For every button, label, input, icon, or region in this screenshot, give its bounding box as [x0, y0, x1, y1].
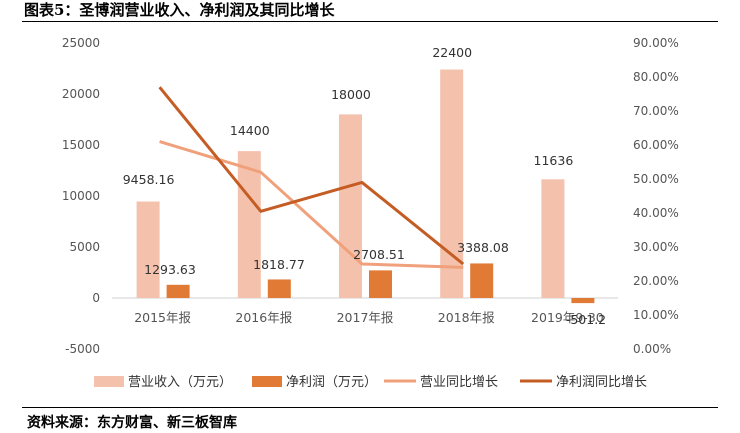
y-left-tick-label: 10000: [62, 189, 100, 203]
y-right-tick-label: 0.00%: [633, 342, 671, 356]
revenue-bar: [136, 201, 160, 298]
y-left-tick-label: 15000: [62, 138, 100, 152]
legend-revenue-label: 营业收入（万元）: [128, 375, 232, 390]
profit-data-label: 2708.51: [353, 247, 405, 262]
y-right-tick-label: 40.00%: [633, 206, 679, 220]
x-tick-label: 2016年报: [235, 310, 292, 325]
profit-bar: [571, 298, 595, 304]
legend-profit-label: 净利润（万元）: [286, 375, 377, 390]
legend-revenue-growth-label: 营业同比增长: [420, 375, 498, 390]
x-tick-label: 2018年报: [438, 310, 495, 325]
y-right-tick-label: 90.00%: [633, 36, 679, 50]
profit-data-label: -501.2: [566, 312, 606, 327]
y-right-tick-label: 80.00%: [633, 70, 679, 84]
profit-bar: [369, 270, 392, 298]
revenue-bar: [339, 114, 362, 299]
legend-profit-swatch: [252, 376, 282, 387]
legend-revenue-swatch: [94, 376, 124, 387]
y-right-tick-label: 60.00%: [633, 138, 679, 152]
title-rule: [22, 21, 718, 22]
chart-canvas: 25000 20000 15000 10000 5000 0 -5000 90.00% 80.0…: [62, 36, 679, 390]
revenue-data-label: 22400: [432, 45, 472, 60]
legend-profit-growth-label: 净利润同比增长: [556, 375, 647, 390]
y-left-tick-label: -5000: [65, 342, 100, 356]
revenue-data-label: 9458.16: [123, 172, 175, 187]
profit-bar: [166, 284, 190, 298]
revenue-growth-line: [159, 140, 464, 269]
revenue-data-label: 14400: [230, 123, 270, 138]
y-right-tick-label: 30.00%: [633, 240, 679, 254]
revenue-data-label: 11636: [534, 153, 574, 168]
profit-growth-line: [158, 86, 465, 266]
footer-rule: [22, 407, 718, 408]
revenue-bar: [237, 151, 261, 298]
profit-data-label: 1818.77: [253, 257, 305, 272]
revenue-bar: [440, 69, 464, 299]
x-tick-label: 2017年报: [337, 310, 394, 325]
y-left-tick-label: 0: [92, 291, 100, 305]
profit-bar: [470, 263, 494, 298]
y-left-tick-label: 25000: [62, 36, 100, 50]
y-right-tick-label: 50.00%: [633, 172, 679, 186]
profit-data-label: 3388.08: [457, 240, 509, 255]
revenue-bar: [541, 179, 565, 298]
chart-title: 图表5：圣博润营业收入、净利润及其同比增长: [24, 1, 335, 19]
profit-bar: [267, 279, 291, 298]
y-left-tick-label: 5000: [69, 240, 100, 254]
y-right-tick-label: 10.00%: [633, 308, 679, 322]
x-tick-label: 2019年9-30: [531, 310, 604, 325]
revenue-data-label: 18000: [331, 87, 371, 102]
profit-data-label: 1293.63: [144, 262, 196, 277]
y-left-tick-label: 20000: [62, 87, 100, 101]
source-note: 资料来源：东方财富、新三板智库: [27, 415, 237, 431]
x-tick-label: 2015年报: [134, 310, 191, 325]
y-right-tick-label: 20.00%: [633, 274, 679, 288]
y-right-tick-label: 70.00%: [633, 104, 679, 118]
